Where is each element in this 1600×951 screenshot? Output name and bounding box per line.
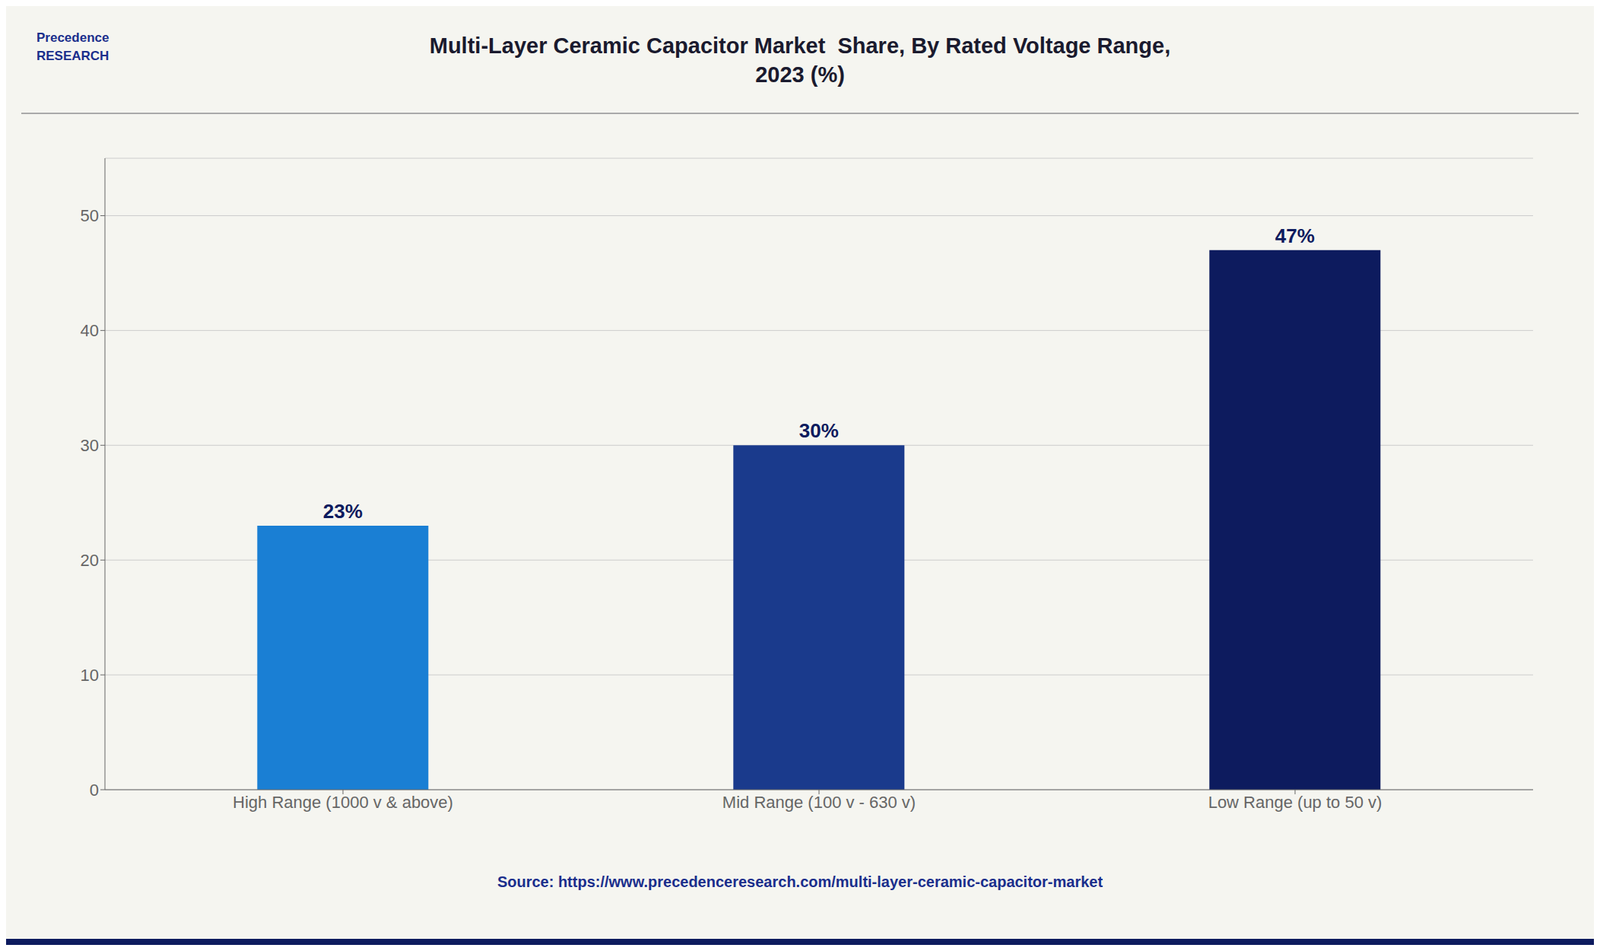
svg-text:High Range (1000 v & above): High Range (1000 v & above) (232, 792, 454, 812)
svg-text:10: 10 (80, 665, 99, 685)
html-text:Precedence RESEARCH: Precedence RESEARCH (36, 30, 110, 63)
svg-text:20: 20 (80, 550, 99, 570)
html-text:Multi-Layer Ceramic Capacitor: Multi-Layer Ceramic Capacitor Market Sha… (429, 33, 1171, 87)
svg-text:0: 0 (89, 780, 99, 800)
svg-text:50: 50 (80, 206, 99, 226)
svg-text:23%: 23% (323, 499, 363, 523)
svg-text:40: 40 (80, 320, 99, 340)
svg-text:47%: 47% (1275, 224, 1315, 248)
svg-text:Mid Range (100 v - 630 v): Mid Range (100 v - 630 v) (722, 792, 916, 812)
svg-text:30%: 30% (799, 419, 839, 442)
html-text:Source: https://www.precedence: Source: https://www.precedenceresearch.c… (497, 873, 1103, 890)
svg-text:30: 30 (80, 435, 99, 455)
svg-text:Low Range (up to 50 v): Low Range (up to 50 v) (1208, 792, 1383, 812)
